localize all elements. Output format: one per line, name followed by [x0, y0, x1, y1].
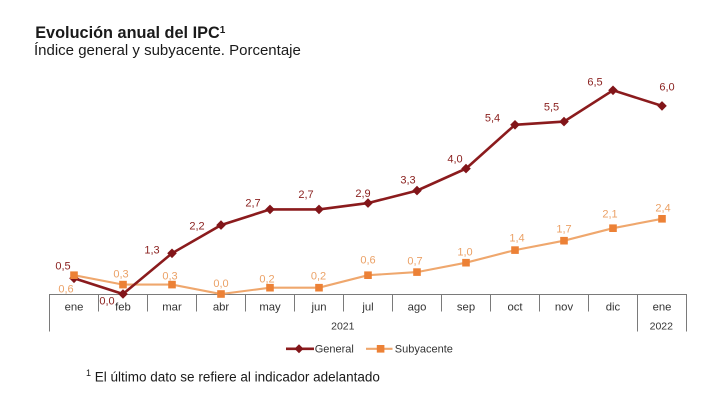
svg-text:abr: abr [213, 302, 230, 314]
svg-text:0,0: 0,0 [99, 296, 114, 308]
svg-text:2,2: 2,2 [189, 221, 204, 233]
svg-text:Subyacente: Subyacente [395, 344, 453, 356]
svg-text:0,3: 0,3 [113, 269, 128, 281]
svg-text:6,0: 6,0 [659, 82, 674, 94]
svg-text:2,7: 2,7 [245, 198, 260, 210]
svg-text:2,4: 2,4 [655, 203, 670, 215]
svg-text:3,3: 3,3 [400, 175, 415, 187]
svg-text:jun: jun [310, 302, 326, 314]
svg-text:5,4: 5,4 [485, 113, 500, 125]
svg-text:mar: mar [162, 302, 182, 314]
svg-text:0,0: 0,0 [213, 278, 228, 290]
svg-text:6,5: 6,5 [587, 77, 602, 89]
svg-text:2021: 2021 [331, 321, 355, 333]
svg-text:0,6: 0,6 [58, 284, 73, 296]
svg-text:0,5: 0,5 [55, 261, 70, 273]
svg-text:dic: dic [606, 302, 621, 314]
svg-text:2022: 2022 [650, 321, 674, 333]
svg-text:sep: sep [457, 302, 475, 314]
svg-text:ago: ago [408, 302, 427, 314]
svg-text:2,9: 2,9 [355, 188, 370, 200]
svg-text:4,0: 4,0 [447, 154, 462, 166]
svg-text:feb: feb [115, 302, 131, 314]
svg-text:0,3: 0,3 [162, 271, 177, 283]
svg-text:0,6: 0,6 [360, 255, 375, 267]
svg-text:0,2: 0,2 [259, 274, 274, 286]
svg-text:1,3: 1,3 [144, 245, 159, 257]
svg-text:2,1: 2,1 [602, 209, 617, 221]
svg-text:5,5: 5,5 [544, 102, 559, 114]
svg-text:1,4: 1,4 [509, 233, 524, 245]
svg-text:ene: ene [653, 302, 672, 314]
svg-text:ene: ene [65, 302, 84, 314]
svg-text:2,7: 2,7 [298, 189, 313, 201]
svg-text:0,7: 0,7 [407, 256, 422, 268]
svg-text:jul: jul [361, 302, 373, 314]
svg-text:1,0: 1,0 [457, 247, 472, 259]
svg-text:may: may [259, 302, 281, 314]
svg-text:nov: nov [555, 302, 574, 314]
svg-text:1,7: 1,7 [556, 224, 571, 236]
svg-text:0,2: 0,2 [311, 271, 326, 283]
svg-text:General: General [315, 344, 354, 356]
svg-text:oct: oct [507, 302, 523, 314]
